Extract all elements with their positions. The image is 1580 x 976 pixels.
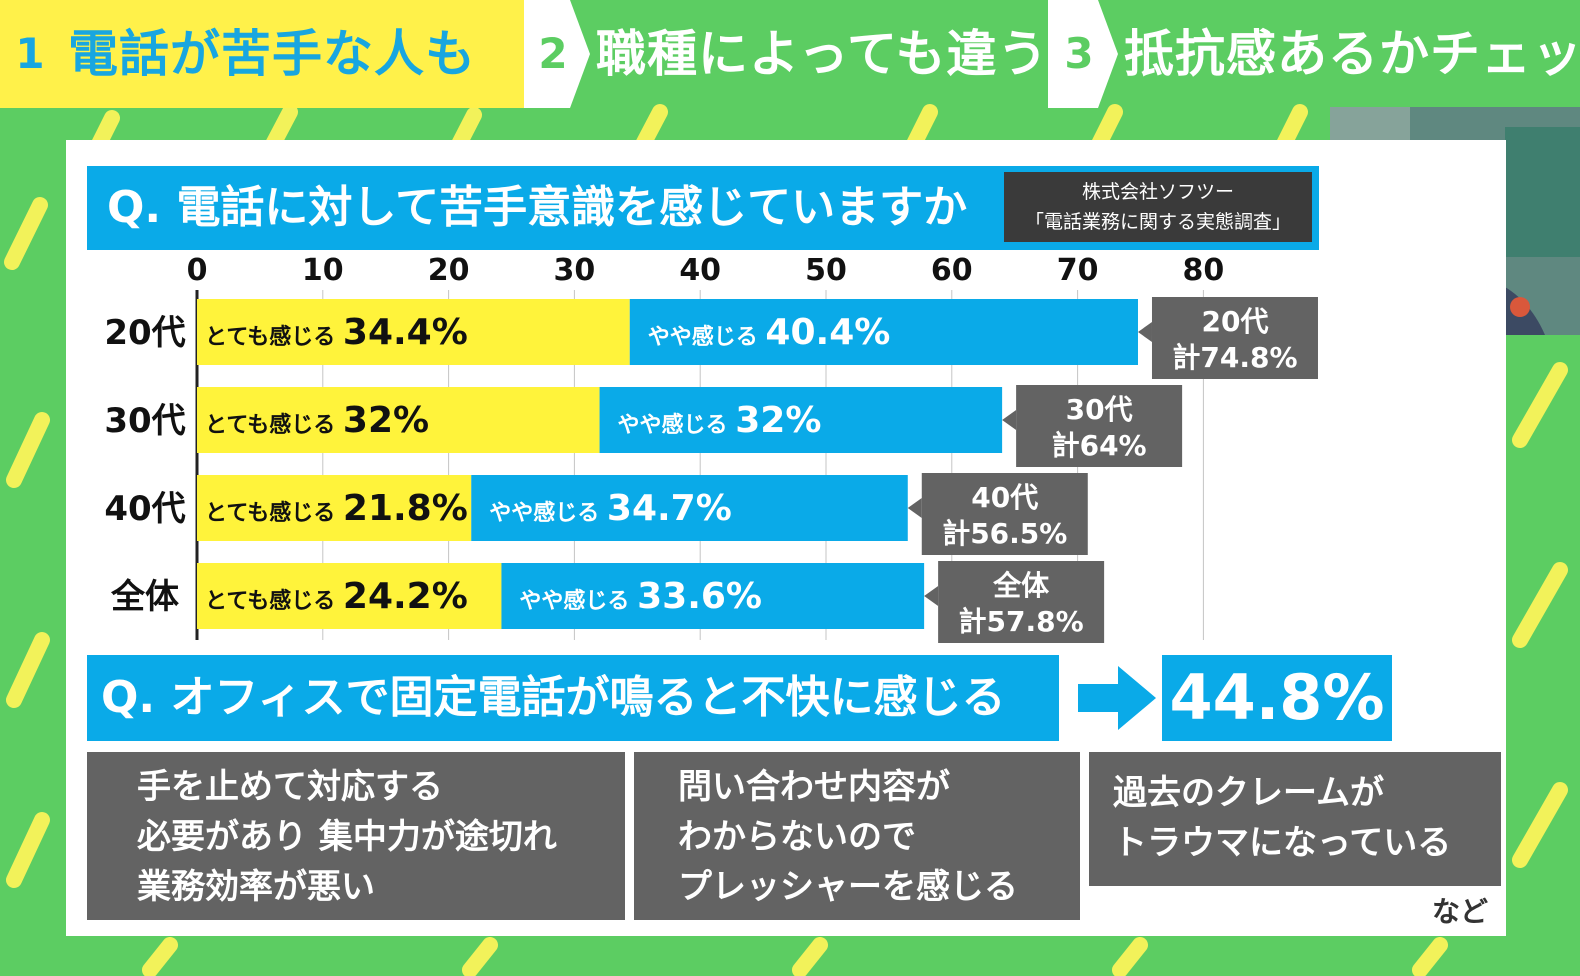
source-company: 株式会社ソフツー bbox=[1081, 181, 1234, 203]
total-callout-pointer bbox=[1002, 410, 1017, 430]
category-label: 40代 bbox=[104, 489, 185, 529]
x-tick-label: 70 bbox=[1057, 253, 1099, 288]
total-callout-group: 20代 bbox=[1201, 305, 1268, 338]
total-callout bbox=[1016, 385, 1183, 467]
reason-3-line-1: 過去のクレームが bbox=[1113, 773, 1384, 813]
x-tick-label: 80 bbox=[1183, 253, 1225, 288]
bar-segment-very bbox=[197, 563, 502, 629]
bar-value-label: 32% bbox=[735, 400, 821, 441]
total-callout-pointer bbox=[1137, 322, 1152, 342]
bar-segment-somewhat bbox=[501, 563, 925, 629]
total-callout bbox=[1151, 297, 1318, 379]
x-tick-label: 40 bbox=[679, 253, 721, 288]
series-name-label-very: とても感じる 34.4% bbox=[205, 312, 468, 353]
total-callout-value: 計64% bbox=[1052, 429, 1147, 462]
tab-3-arrow bbox=[1098, 0, 1118, 108]
reason-1-line-2: 必要があり 集中力が途切れ bbox=[137, 817, 557, 857]
total-callout bbox=[921, 473, 1088, 555]
question-1-text: Q. 電話に対して苦手意識を感じていますか bbox=[107, 182, 968, 233]
total-callout-group: 全体 bbox=[992, 569, 1050, 602]
reason-2-line-1: 問い合わせ内容が bbox=[678, 767, 950, 807]
series-name-label-somewhat: やや感じる 40.4% bbox=[648, 312, 891, 353]
x-tick-label: 60 bbox=[931, 253, 973, 288]
bar-segment-very bbox=[197, 299, 630, 365]
bar-value-label: 34.7% bbox=[607, 488, 732, 529]
bar-value-label: 21.8% bbox=[343, 488, 468, 529]
series-name-label-somewhat: やや感じる 32% bbox=[618, 400, 822, 441]
reason-2-line-2: わからないので bbox=[678, 817, 916, 857]
bar-value-label: 33.6% bbox=[637, 576, 762, 617]
x-tick-label: 0 bbox=[187, 253, 208, 288]
reason-2-line-3: プレッシャーを感じる bbox=[678, 867, 1018, 907]
reason-card-2: 問い合わせ内容が わからないので プレッシャーを感じる bbox=[634, 752, 1080, 920]
total-callout bbox=[938, 561, 1105, 643]
question-2-banner: Q. オフィスで固定電話が鳴ると不快に感じる bbox=[87, 655, 1059, 741]
total-callout-value: 計74.8% bbox=[1172, 341, 1297, 374]
arrow-right-icon bbox=[1078, 666, 1156, 730]
bar-segment-very bbox=[197, 475, 472, 541]
bar-value-label: 24.2% bbox=[343, 576, 468, 617]
x-tick-label: 50 bbox=[805, 253, 847, 288]
source-survey: 「電話業務に関する実態調査」 bbox=[1024, 211, 1291, 233]
series-name-label-somewhat: やや感じる 33.6% bbox=[519, 576, 762, 617]
series-name-label-somewhat: やや感じる 34.7% bbox=[489, 488, 732, 529]
tab-2-label: 職種によっても違う？ bbox=[596, 25, 1100, 83]
tab-2-number: 2 bbox=[538, 29, 568, 78]
total-callout-pointer bbox=[924, 586, 939, 606]
bar-segment-somewhat bbox=[629, 299, 1138, 365]
bar-value-label: 32% bbox=[343, 400, 429, 441]
reason-3-line-2: トラウマになっている bbox=[1113, 823, 1452, 863]
tab-2-number-bg bbox=[524, 0, 570, 108]
question-2-text: Q. オフィスで固定電話が鳴ると不快に感じる bbox=[101, 672, 1006, 723]
total-callout-pointer bbox=[907, 498, 922, 518]
category-label: 30代 bbox=[104, 401, 185, 441]
total-callout-value: 計56.5% bbox=[942, 517, 1067, 550]
x-tick-label: 10 bbox=[302, 253, 344, 288]
tab-3-label: 抵抗感あるかチェック bbox=[1124, 25, 1580, 83]
bar-segment-very bbox=[197, 387, 600, 453]
category-label: 20代 bbox=[104, 313, 185, 353]
x-tick-label: 30 bbox=[554, 253, 596, 288]
footnote-etc: など bbox=[1432, 895, 1489, 928]
bar-segment-somewhat bbox=[599, 387, 1003, 453]
total-callout-group: 40代 bbox=[971, 481, 1038, 514]
topic-tabs: 1 電話が苦手な人も 2 職種によっても違う？ 3 抵抗感あるかチェック bbox=[0, 0, 1580, 108]
tab-1-label: 電話が苦手な人も bbox=[68, 25, 476, 83]
reason-card-1: 手を止めて対応する 必要があり 集中力が途切れ 業務効率が悪い bbox=[87, 752, 625, 920]
tab-3-number-bg bbox=[1048, 0, 1098, 108]
series-name-label-very: とても感じる 24.2% bbox=[205, 576, 468, 617]
source-box: 株式会社ソフツー 「電話業務に関する実態調査」 bbox=[1004, 172, 1312, 242]
total-callout-value: 計57.8% bbox=[959, 605, 1084, 638]
bar-segment-somewhat bbox=[471, 475, 908, 541]
category-label: 全体 bbox=[110, 577, 179, 617]
reason-1-line-1: 手を止めて対応する bbox=[137, 767, 443, 807]
bar-value-label: 34.4% bbox=[343, 312, 468, 353]
tab-1-number: 1 bbox=[15, 29, 45, 78]
tab-1-background bbox=[0, 0, 525, 108]
reason-1-line-3: 業務効率が悪い bbox=[137, 867, 375, 907]
series-name-label-very: とても感じる 21.8% bbox=[205, 488, 468, 529]
reason-card-3: 過去のクレームが トラウマになっている bbox=[1089, 752, 1501, 886]
bar-value-label: 40.4% bbox=[765, 312, 890, 353]
x-tick-label: 20 bbox=[428, 253, 470, 288]
series-name-label-very: とても感じる 32% bbox=[205, 400, 429, 441]
tab-2-arrow bbox=[570, 0, 590, 108]
question-2-result: 44.8% bbox=[1162, 655, 1392, 741]
tab-3-number: 3 bbox=[1064, 29, 1094, 78]
total-callout-group: 30代 bbox=[1066, 393, 1133, 426]
